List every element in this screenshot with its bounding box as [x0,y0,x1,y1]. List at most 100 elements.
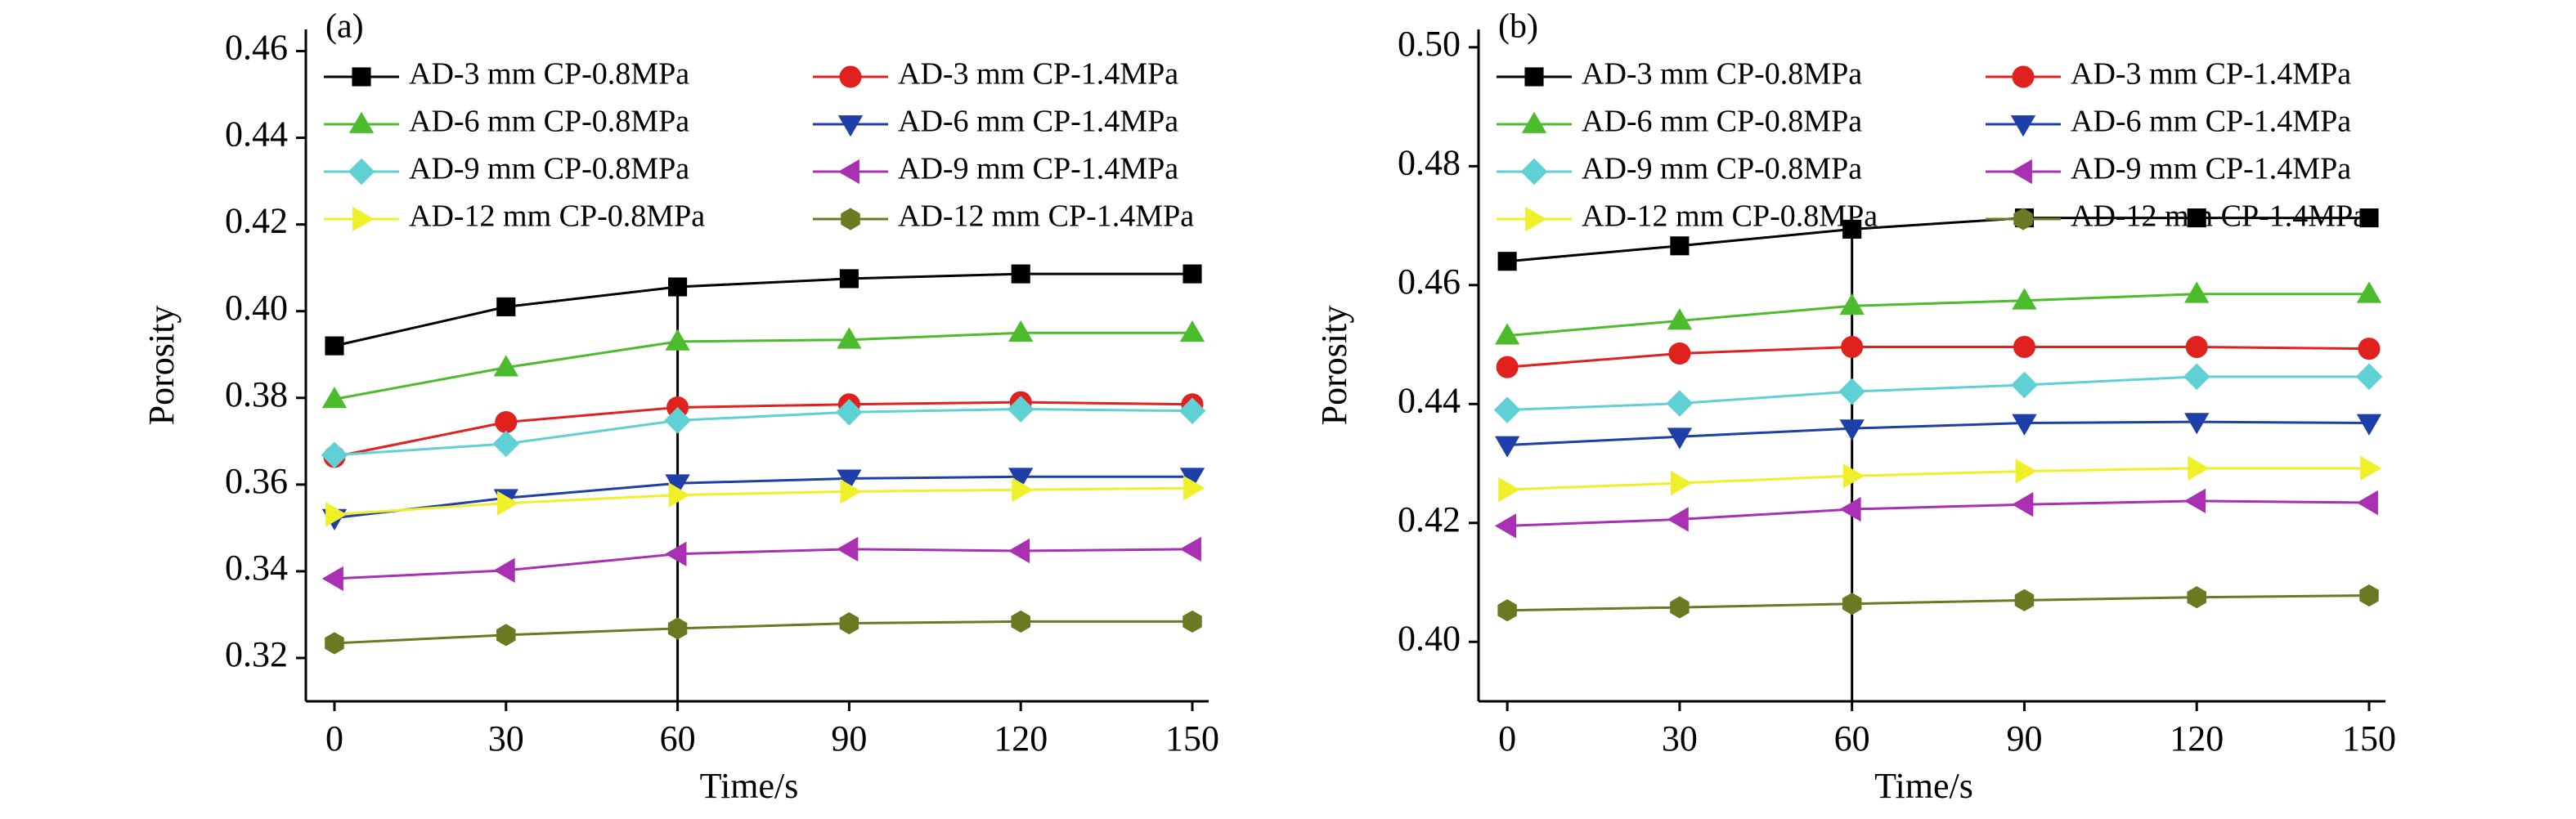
x-tick-label: 60 [660,718,696,759]
marker [348,158,375,186]
marker [2187,208,2206,228]
marker [2011,371,2038,399]
legend-label: AD-9 mm CP-1.4MPa [2071,152,2351,186]
marker [2015,459,2037,484]
marker [1842,219,1862,239]
y-tick-label: 0.40 [225,288,288,328]
legend-label: AD-6 mm CP-1.4MPa [2071,105,2351,139]
marker [2360,455,2382,481]
marker [1183,610,1202,633]
x-tick-label: 0 [325,718,343,759]
marker [2359,208,2379,228]
series-line [1507,420,2370,446]
marker [837,159,859,185]
series-line [334,272,1192,347]
marker [1008,468,1034,490]
marker [2355,363,2383,391]
marker [1842,593,1862,615]
series-line [334,548,1193,580]
marker [495,410,518,433]
marker [1008,538,1030,564]
marker [2185,335,2208,358]
marker [837,469,862,491]
y-tick-label: 0.42 [1398,499,1461,539]
marker [325,502,348,527]
marker [2012,65,2035,88]
y-tick-label: 0.44 [1398,380,1461,420]
y-tick-label: 0.32 [225,634,288,674]
marker [667,617,688,640]
marker [2356,281,2382,303]
x-tick-label: 150 [2342,718,2396,759]
series-line [1507,594,2370,612]
chart-panel: 0.40 0.42 0.44 0.46 0.48 0.50 0 30 60 90 120 150 Tim… [1314,8,2396,806]
marker [1183,264,1202,284]
y-tick-label: 0.46 [1398,262,1461,302]
legend-label: AD-12 mm CP-0.8MPa [1582,199,1878,234]
marker [1498,477,1520,503]
marker [1007,396,1034,423]
series-line [334,408,1193,457]
y-tick-label: 0.42 [225,201,288,241]
marker [668,482,690,508]
marker [1179,536,1201,562]
legend-label: AD-12 mm CP-1.4MPa [898,199,1194,234]
marker [1011,610,1030,633]
series-line [1506,217,2369,263]
marker [1496,356,1519,378]
legend-label: AD-12 mm CP-0.8MPa [409,199,705,234]
x-tick-label: 30 [1662,718,1698,759]
marker [321,441,348,469]
x-tick-label: 120 [2170,718,2224,759]
y-axis-title: Porosity [1314,306,1354,426]
series-line [334,486,1193,516]
marker [1012,477,1034,503]
marker [325,336,344,356]
marker [2356,490,2378,516]
marker [325,632,344,655]
marker [1667,427,1693,450]
legend-label: AD-6 mm CP-1.4MPa [898,105,1178,139]
legend-label: AD-12 mm CP-1.4MPa [2071,199,2367,234]
marker [352,206,375,232]
marker [665,329,690,351]
marker [1494,436,1520,458]
marker [2010,115,2036,137]
marker [837,115,864,137]
panel-label: (b) [1498,8,1538,46]
marker [1183,475,1205,501]
marker [2013,335,2035,358]
marker [2184,413,2210,435]
marker [493,355,518,377]
marker [1839,419,1865,441]
marker [1670,236,1690,256]
marker [496,297,516,316]
marker [1839,293,1865,316]
marker [841,208,860,230]
x-tick-label: 120 [994,718,1048,759]
y-tick-label: 0.50 [1398,24,1461,64]
series-line [334,620,1192,645]
marker [1666,390,1694,417]
legend-label: AD-3 mm CP-0.8MPa [409,57,689,92]
panel-label: (a) [325,8,364,46]
marker [1520,158,1548,186]
marker [1838,378,1865,405]
legend-label: AD-3 mm CP-1.4MPa [2071,57,2351,92]
marker [1668,342,1691,365]
marker [1178,397,1206,424]
marker [2013,208,2033,230]
marker [2014,589,2035,611]
marker [2359,584,2379,607]
marker [496,490,519,516]
marker [1008,320,1034,342]
marker [1839,496,1861,522]
marker [1521,111,1547,133]
legend-label: AD-6 mm CP-0.8MPa [409,105,689,139]
series-line [1507,293,2369,338]
marker [2184,281,2210,303]
marker [1667,308,1693,330]
marker [1671,470,1693,496]
marker [665,541,687,566]
